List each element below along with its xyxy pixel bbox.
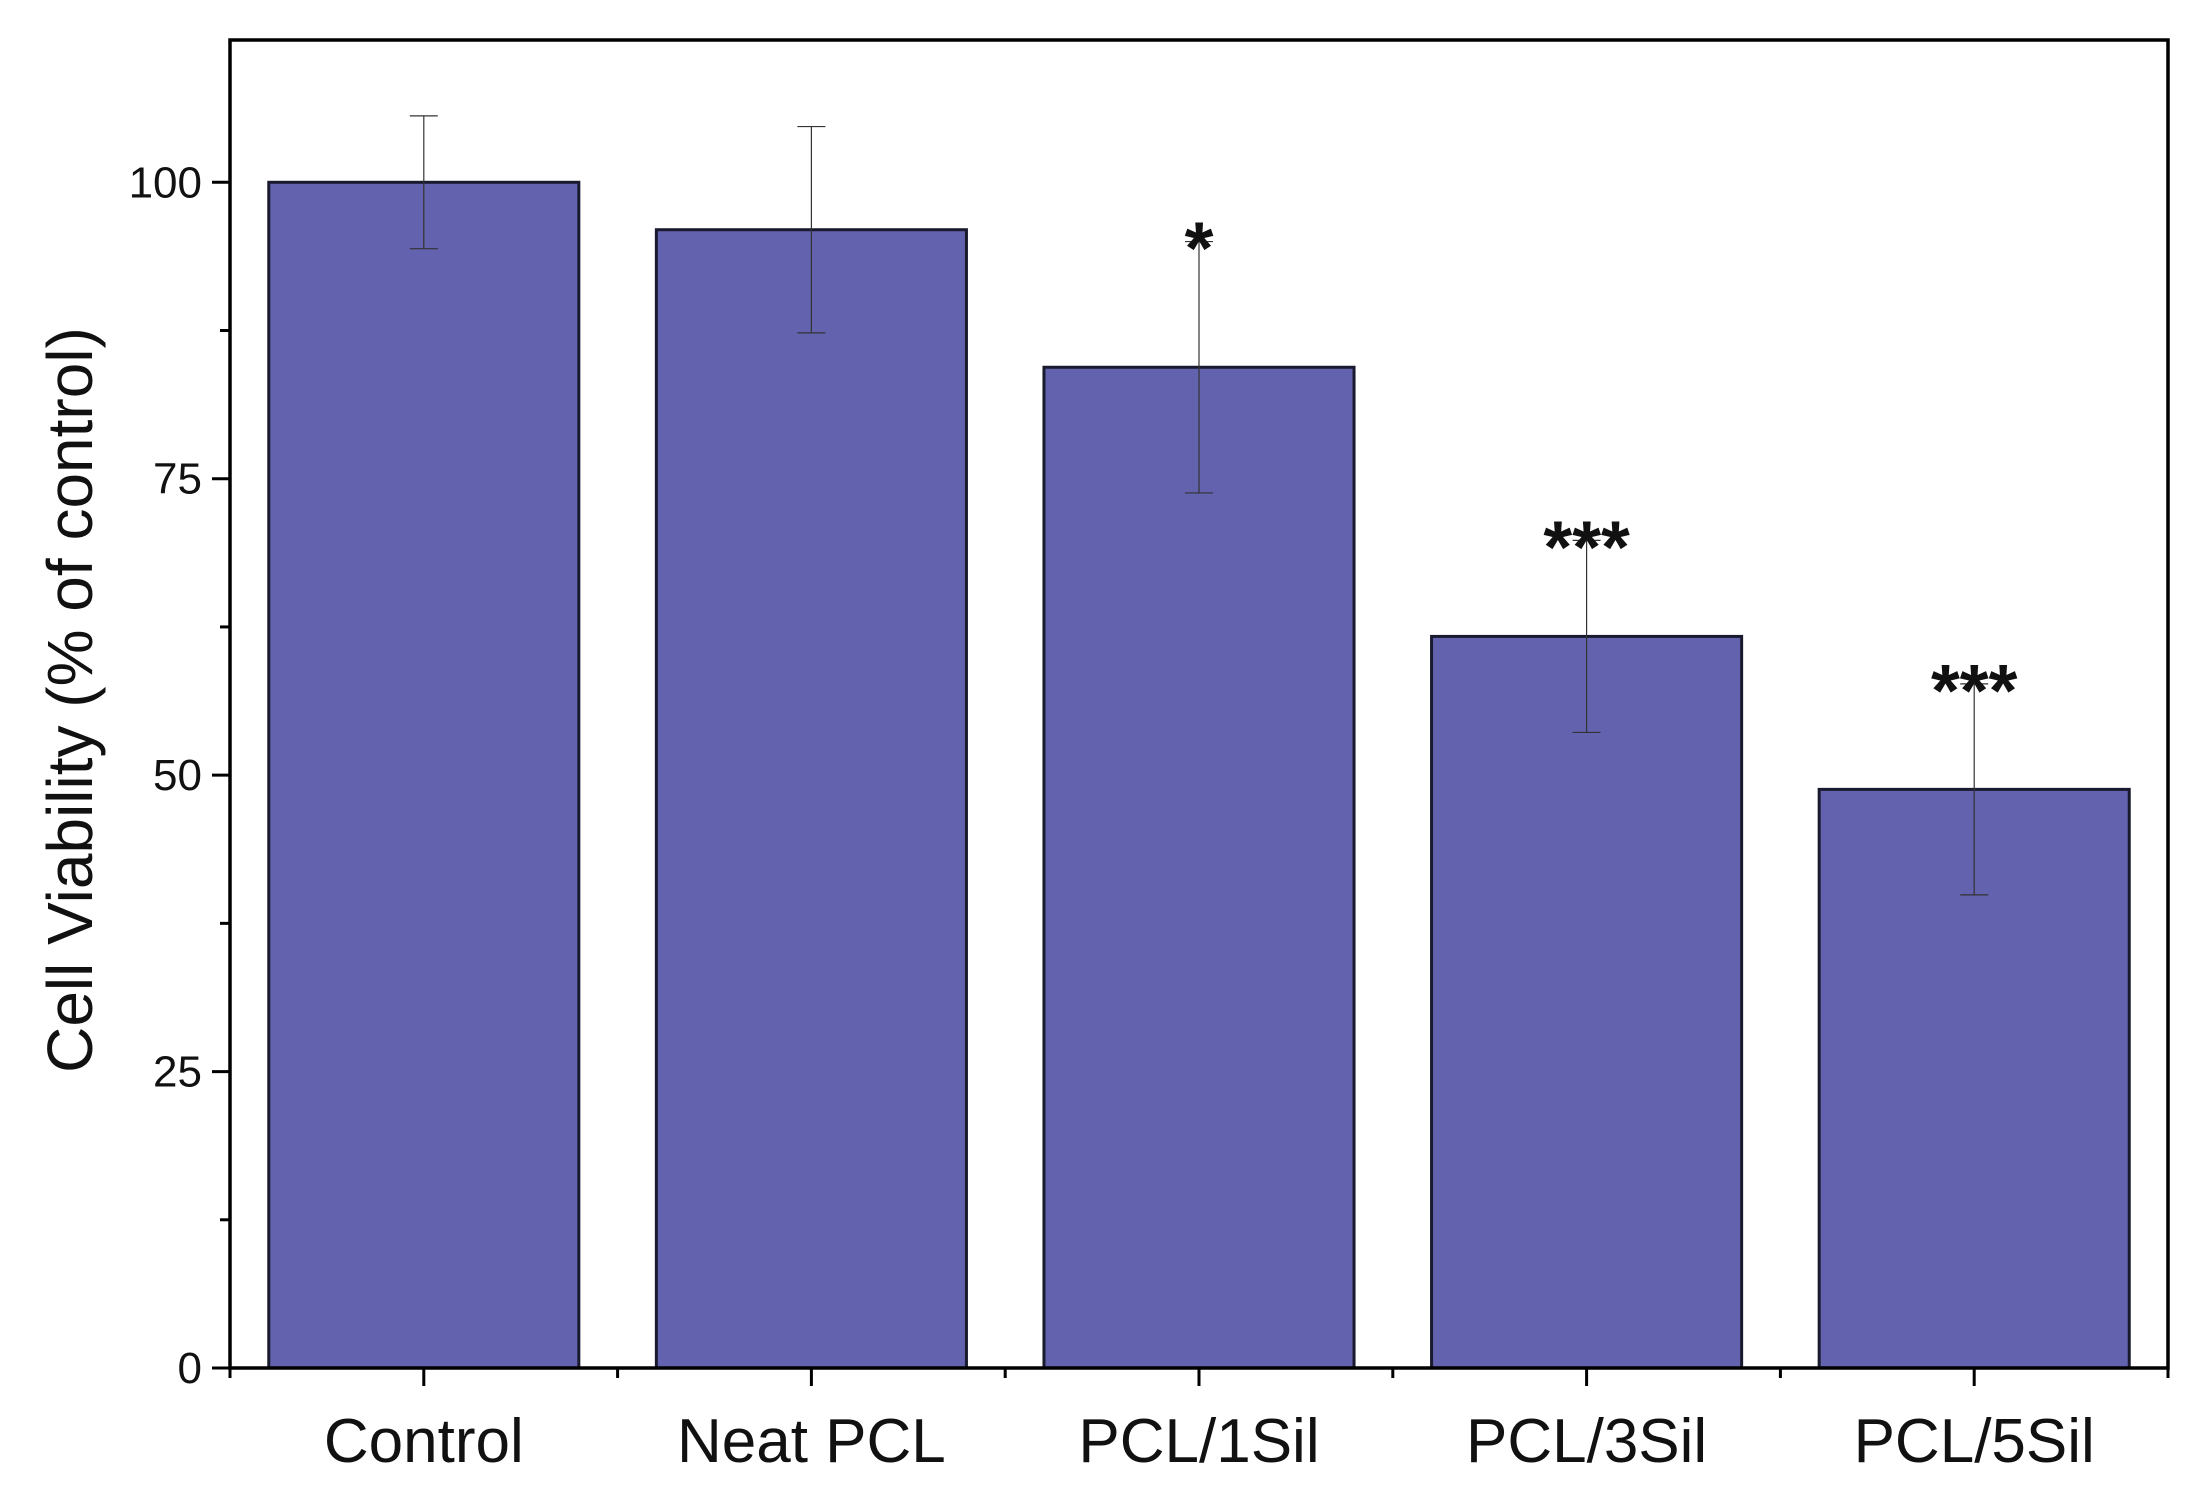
y-tick-label: 75 bbox=[153, 455, 202, 504]
x-tick-label: Neat PCL bbox=[677, 1407, 946, 1476]
significance-markers: ******* bbox=[1185, 207, 2018, 732]
y-tick-label: 0 bbox=[178, 1344, 202, 1393]
y-tick-label: 50 bbox=[153, 751, 202, 800]
y-tick-label: 25 bbox=[153, 1048, 202, 1097]
bar-pcl-1sil bbox=[1042, 365, 1356, 1370]
y-axis-title: Cell Viability (% of control) bbox=[34, 327, 106, 1073]
significance-marker: *** bbox=[1931, 649, 2018, 732]
x-tick-label: Control bbox=[324, 1407, 524, 1476]
bar-pcl-3sil bbox=[1430, 634, 1744, 1370]
significance-marker: *** bbox=[1543, 505, 1630, 588]
x-tick-label: PCL/1Sil bbox=[1078, 1407, 1319, 1476]
bar-control bbox=[267, 180, 581, 1370]
y-tick-label: 100 bbox=[129, 158, 202, 207]
significance-marker: * bbox=[1185, 207, 1214, 290]
bar-neat-pcl bbox=[654, 228, 968, 1370]
error-bars bbox=[409, 115, 1989, 896]
x-tick-label: PCL/3Sil bbox=[1466, 1407, 1707, 1476]
x-tick-label: PCL/5Sil bbox=[1854, 1407, 2095, 1476]
axes: Control Neat PCL PCL/1Sil PCL/3Sil PCL/5Sil 0… bbox=[129, 38, 2170, 1476]
